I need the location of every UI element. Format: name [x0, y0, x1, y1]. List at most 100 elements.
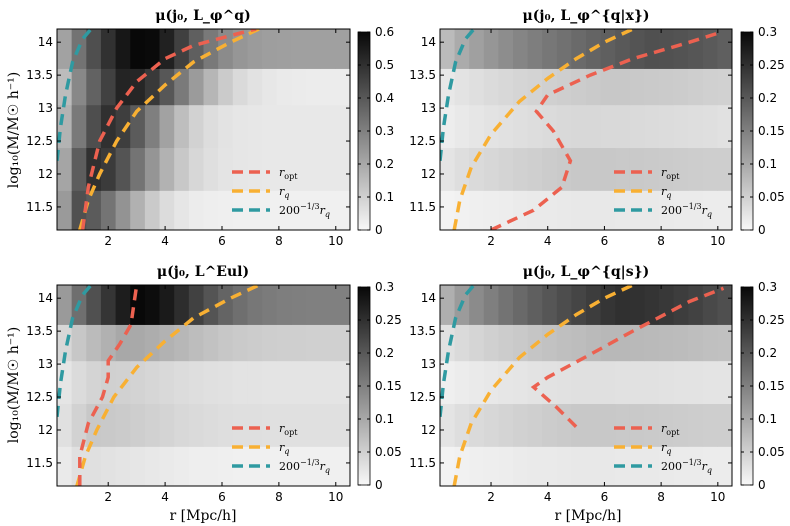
heatmap-cell	[659, 147, 674, 191]
heatmap-cell	[144, 29, 160, 69]
heatmap-cell	[174, 147, 190, 191]
heatmap-cell	[527, 446, 543, 486]
heatmap-cell	[702, 403, 718, 447]
heatmap-cell	[571, 29, 587, 69]
heatmap-cell	[644, 285, 660, 325]
heatmap-cell	[247, 68, 263, 106]
heatmap-cell	[542, 285, 558, 325]
legend: ropt rq 200−1/3rq	[614, 166, 712, 219]
heatmap-cell	[673, 190, 689, 230]
legend-r200-label: 200−1/3rq	[279, 458, 330, 475]
heatmap-cell	[454, 104, 470, 149]
heatmap-cell	[600, 403, 616, 447]
heatmap-cell	[306, 29, 322, 69]
heatmap-cell	[498, 29, 514, 69]
heatmap-cell	[498, 324, 514, 362]
heatmap-cell	[659, 360, 674, 405]
y-tick-label: 11.5	[26, 456, 53, 470]
heatmap-cell	[144, 446, 160, 486]
heatmap-cell	[527, 147, 543, 191]
heatmap-cell	[542, 147, 558, 191]
heatmap-cell	[498, 68, 514, 106]
heatmap-cell	[527, 360, 543, 405]
heatmap-cell	[262, 68, 278, 106]
colorbar-tick-label: 0.4	[375, 91, 394, 105]
r200-curve	[440, 29, 476, 161]
panel-title: μ(j₀, L^Eul)	[157, 264, 249, 280]
y-tick-label: 14	[421, 35, 436, 49]
heatmap-cell	[659, 324, 674, 362]
legend: ropt rq 200−1/3rq	[232, 422, 330, 475]
heatmap-cell	[454, 190, 470, 230]
heatmap-cell	[673, 446, 689, 486]
heatmap-cell	[188, 190, 204, 230]
heatmap-cell	[144, 190, 160, 230]
heatmap-cell	[188, 104, 204, 149]
heatmap-cell	[688, 147, 704, 191]
r200-curve	[57, 29, 93, 161]
heatmap-cell	[218, 324, 234, 362]
heatmap-cell	[247, 104, 263, 149]
heatmap-cell	[717, 29, 732, 69]
y-tick-label: 11.5	[26, 200, 53, 214]
x-tick-label: 6	[218, 234, 226, 248]
legend-rq-label: rq	[661, 441, 671, 456]
ropt-curve	[80, 29, 257, 230]
x-axis-label-left: r [Mpc/h]	[170, 508, 237, 524]
heatmap-cell	[57, 324, 73, 362]
heatmap-cell	[688, 104, 704, 149]
heatmap-cell	[717, 147, 732, 191]
heatmap-cell	[57, 403, 73, 447]
heatmap-cell	[440, 285, 455, 325]
heatmap-cell	[291, 190, 307, 230]
heatmap-cell	[556, 324, 572, 362]
heatmap-cell	[320, 285, 336, 325]
heatmap-cell	[586, 324, 601, 362]
heatmap-cell	[218, 403, 234, 447]
heatmap-cell	[644, 29, 660, 69]
axes-frame	[56, 284, 351, 487]
colorbar-tick-label: 0.1	[375, 190, 394, 204]
heatmap-cell	[659, 68, 674, 106]
colorbar-tick-label: 0.15	[758, 124, 785, 138]
heatmap-cell	[232, 68, 248, 106]
colorbar: 0 0.05 0.1 0.15 0.2 0.25 0.3	[740, 25, 785, 237]
heatmap-cell	[320, 29, 336, 69]
heatmap-cell	[688, 324, 704, 362]
heatmap-cell	[130, 29, 146, 69]
heatmap-cell	[218, 285, 234, 325]
heatmap-cell	[483, 324, 499, 362]
legend-ropt-label: ropt	[661, 166, 680, 181]
heatmap-cell	[276, 446, 292, 486]
heatmap-cell	[556, 403, 572, 447]
heatmap-cell	[702, 324, 718, 362]
heatmap-cells	[57, 29, 350, 230]
colorbar-tick-label: 0.1	[758, 157, 777, 171]
heatmap-cells	[57, 285, 350, 486]
heatmap-cell	[335, 147, 350, 191]
heatmap-cell	[188, 29, 204, 69]
heatmap-cell	[586, 147, 601, 191]
heatmap-cell	[688, 403, 704, 447]
heatmap-cell	[262, 403, 278, 447]
heatmap-cell	[335, 29, 350, 69]
heatmap-cell	[188, 403, 204, 447]
heatmap-cell	[527, 190, 543, 230]
heatmap-cell	[115, 104, 131, 149]
x-tick-label: 10	[328, 490, 343, 504]
heatmap-cell	[615, 403, 631, 447]
y-tick-label: 12	[421, 167, 436, 181]
colorbar-tick-label: 0.15	[375, 379, 402, 393]
heatmap-cell	[615, 104, 631, 149]
colorbar-tick-label: 0.5	[375, 58, 394, 72]
r200-curve	[57, 285, 93, 417]
heatmap-cell	[586, 360, 601, 405]
heatmap-cell	[130, 190, 146, 230]
heatmap-cell	[615, 324, 631, 362]
heatmap-cell	[174, 29, 190, 69]
heatmap-cell	[203, 360, 219, 405]
heatmap-cell	[571, 104, 587, 149]
ropt-curve	[490, 30, 722, 230]
legend-ropt-label: ropt	[661, 422, 680, 437]
heatmap-cell	[615, 68, 631, 106]
